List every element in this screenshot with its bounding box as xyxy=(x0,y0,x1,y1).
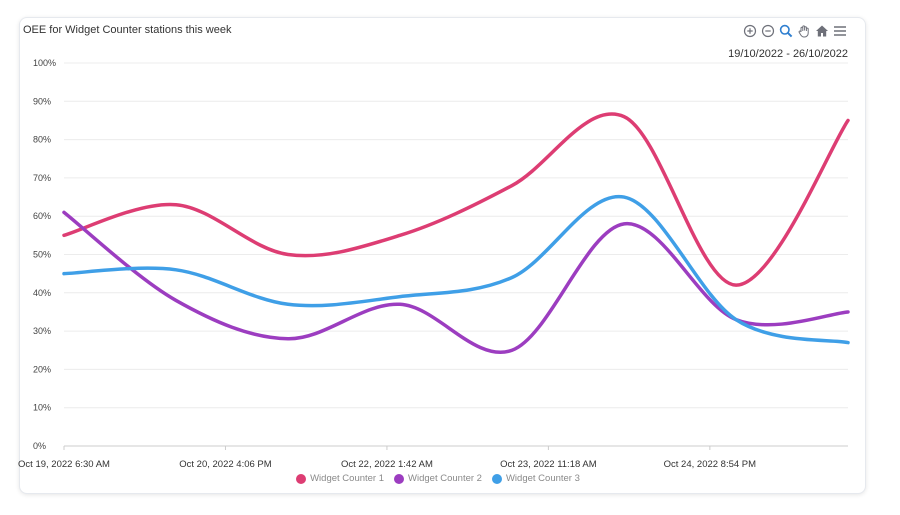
home-icon[interactable] xyxy=(814,23,830,39)
y-tick-label: 10% xyxy=(33,403,51,413)
y-tick-label: 60% xyxy=(33,211,51,221)
series-line-2[interactable] xyxy=(62,210,850,354)
legend-item-2[interactable]: Widget Counter 2 xyxy=(394,473,482,484)
y-tick-label: 0% xyxy=(33,441,46,451)
x-axis: Oct 19, 2022 6:30 AM Oct 20, 2022 4:06 PM… xyxy=(18,446,756,470)
date-range: 19/10/2022 - 26/10/2022 xyxy=(728,48,848,60)
y-tick-label: 40% xyxy=(33,288,51,298)
grid-lines xyxy=(64,62,848,447)
series-lines xyxy=(62,112,850,354)
chart-legend: Widget Counter 1 Widget Counter 2 Widget C… xyxy=(0,473,876,484)
y-tick-label: 30% xyxy=(33,326,51,336)
x-tick-label: Oct 22, 2022 1:42 AM xyxy=(341,459,433,470)
menu-icon[interactable] xyxy=(832,23,848,39)
x-tick-label: Oct 19, 2022 6:30 AM xyxy=(18,459,110,470)
x-tick-label: Oct 20, 2022 4:06 PM xyxy=(179,459,272,470)
y-tick-label: 100% xyxy=(33,58,56,68)
legend-item-1[interactable]: Widget Counter 1 xyxy=(296,473,384,484)
x-tick-label: Oct 23, 2022 11:18 AM xyxy=(500,459,597,470)
x-tick-label: Oct 24, 2022 8:54 PM xyxy=(664,459,757,470)
legend-marker xyxy=(491,473,502,484)
series-line-3[interactable] xyxy=(62,195,850,345)
y-tick-label: 50% xyxy=(33,250,51,260)
pan-icon[interactable] xyxy=(796,23,812,39)
y-tick-label: 80% xyxy=(33,135,51,145)
y-tick-label: 20% xyxy=(33,364,51,374)
y-tick-label: 90% xyxy=(33,96,51,106)
chart-title: OEE for Widget Counter stations this wee… xyxy=(23,24,232,36)
zoom-out-icon[interactable] xyxy=(760,23,776,39)
legend-label: Widget Counter 3 xyxy=(505,473,580,484)
chart-card xyxy=(19,17,866,494)
legend-marker xyxy=(394,473,405,484)
y-axis-ticks: 0% 10% 20% 30% 40% 50% 60% 70% 80% 90% 100% xyxy=(33,58,56,451)
zoom-in-icon[interactable] xyxy=(742,23,758,39)
legend-item-3[interactable]: Widget Counter 3 xyxy=(491,473,580,484)
legend-marker xyxy=(296,473,307,484)
legend-label: Widget Counter 2 xyxy=(408,473,482,484)
series-line-1[interactable] xyxy=(62,112,850,287)
zoom-selection-icon[interactable] xyxy=(778,23,794,39)
legend-label: Widget Counter 1 xyxy=(310,473,385,484)
y-tick-label: 70% xyxy=(33,173,51,183)
chart-toolbar xyxy=(742,22,848,40)
